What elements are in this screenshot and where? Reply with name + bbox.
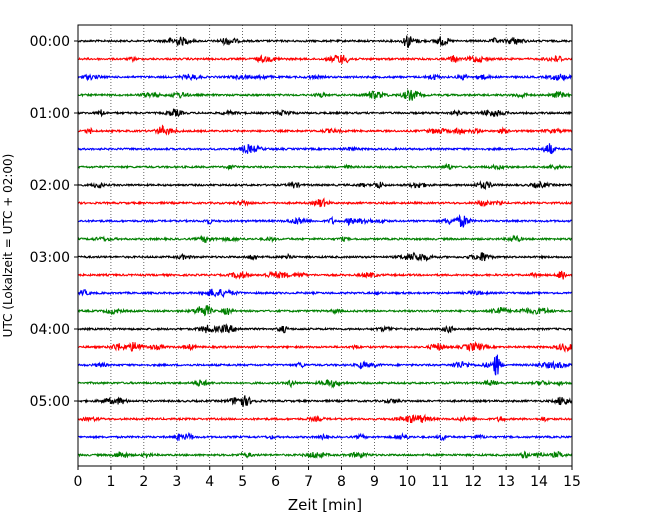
trace-row-1 bbox=[77, 54, 573, 64]
y-tick-label: 00:00 bbox=[30, 34, 70, 50]
x-tick-label: 8 bbox=[337, 474, 346, 490]
x-tick-label: 13 bbox=[497, 474, 515, 490]
trace-row-22 bbox=[77, 432, 573, 442]
x-tick-label: 5 bbox=[238, 474, 247, 490]
trace-row-9 bbox=[77, 197, 573, 208]
y-tick-label: 01:00 bbox=[30, 106, 70, 122]
x-tick-label: 6 bbox=[271, 474, 280, 490]
x-tick-label: 2 bbox=[139, 474, 148, 490]
trace-row-14 bbox=[77, 288, 573, 299]
x-ticks: 0 1 2 3 4 5 6 7 8 9 10 11 12 13 14 15 bbox=[74, 466, 581, 490]
trace-row-18 bbox=[77, 354, 573, 376]
x-tick-label: 14 bbox=[530, 474, 548, 490]
trace-row-3 bbox=[77, 88, 573, 101]
x-tick-label: 10 bbox=[398, 474, 416, 490]
y-tick-label: 05:00 bbox=[30, 394, 70, 410]
plot-frame bbox=[77, 24, 573, 467]
trace-row-2 bbox=[77, 73, 573, 82]
x-axis-label: Zeit [min] bbox=[288, 496, 362, 514]
trace-row-19 bbox=[77, 378, 573, 389]
trace-layer bbox=[77, 35, 573, 460]
trace-row-7 bbox=[77, 162, 573, 171]
grid-layer bbox=[110, 25, 540, 466]
trace-row-6 bbox=[77, 143, 573, 155]
trace-row-21 bbox=[77, 413, 573, 424]
trace-row-17 bbox=[77, 340, 573, 353]
x-tick-label: 1 bbox=[106, 474, 115, 490]
trace-row-0 bbox=[77, 35, 572, 49]
x-tick-label: 7 bbox=[304, 474, 313, 490]
y-tick-label: 04:00 bbox=[30, 322, 70, 338]
trace-row-5 bbox=[77, 124, 573, 136]
trace-row-20 bbox=[77, 395, 573, 408]
x-tick-label: 3 bbox=[172, 474, 181, 490]
trace-row-16 bbox=[77, 323, 573, 334]
trace-row-8 bbox=[77, 180, 573, 191]
trace-row-13 bbox=[77, 270, 573, 280]
x-tick-label: 4 bbox=[205, 474, 214, 490]
x-tick-label: 9 bbox=[370, 474, 379, 490]
trace-row-11 bbox=[77, 234, 573, 244]
y-tick-label: 03:00 bbox=[30, 250, 70, 266]
trace-row-12 bbox=[77, 251, 573, 263]
x-tick-label: 0 bbox=[74, 474, 83, 490]
y-tick-label: 02:00 bbox=[30, 178, 70, 194]
x-tick-label: 11 bbox=[431, 474, 449, 490]
trace-row-23 bbox=[77, 450, 573, 460]
trace-row-4 bbox=[77, 108, 573, 118]
x-tick-label: 15 bbox=[563, 474, 581, 490]
y-axis-label: UTC (Lokalzeit = UTC + 02:00) bbox=[1, 154, 15, 338]
trace-row-15 bbox=[77, 305, 573, 317]
x-tick-label: 12 bbox=[464, 474, 482, 490]
y-ticks: 00:00 01:00 02:00 03:00 04:00 05:00 bbox=[30, 34, 78, 410]
trace-row-10 bbox=[77, 213, 573, 228]
